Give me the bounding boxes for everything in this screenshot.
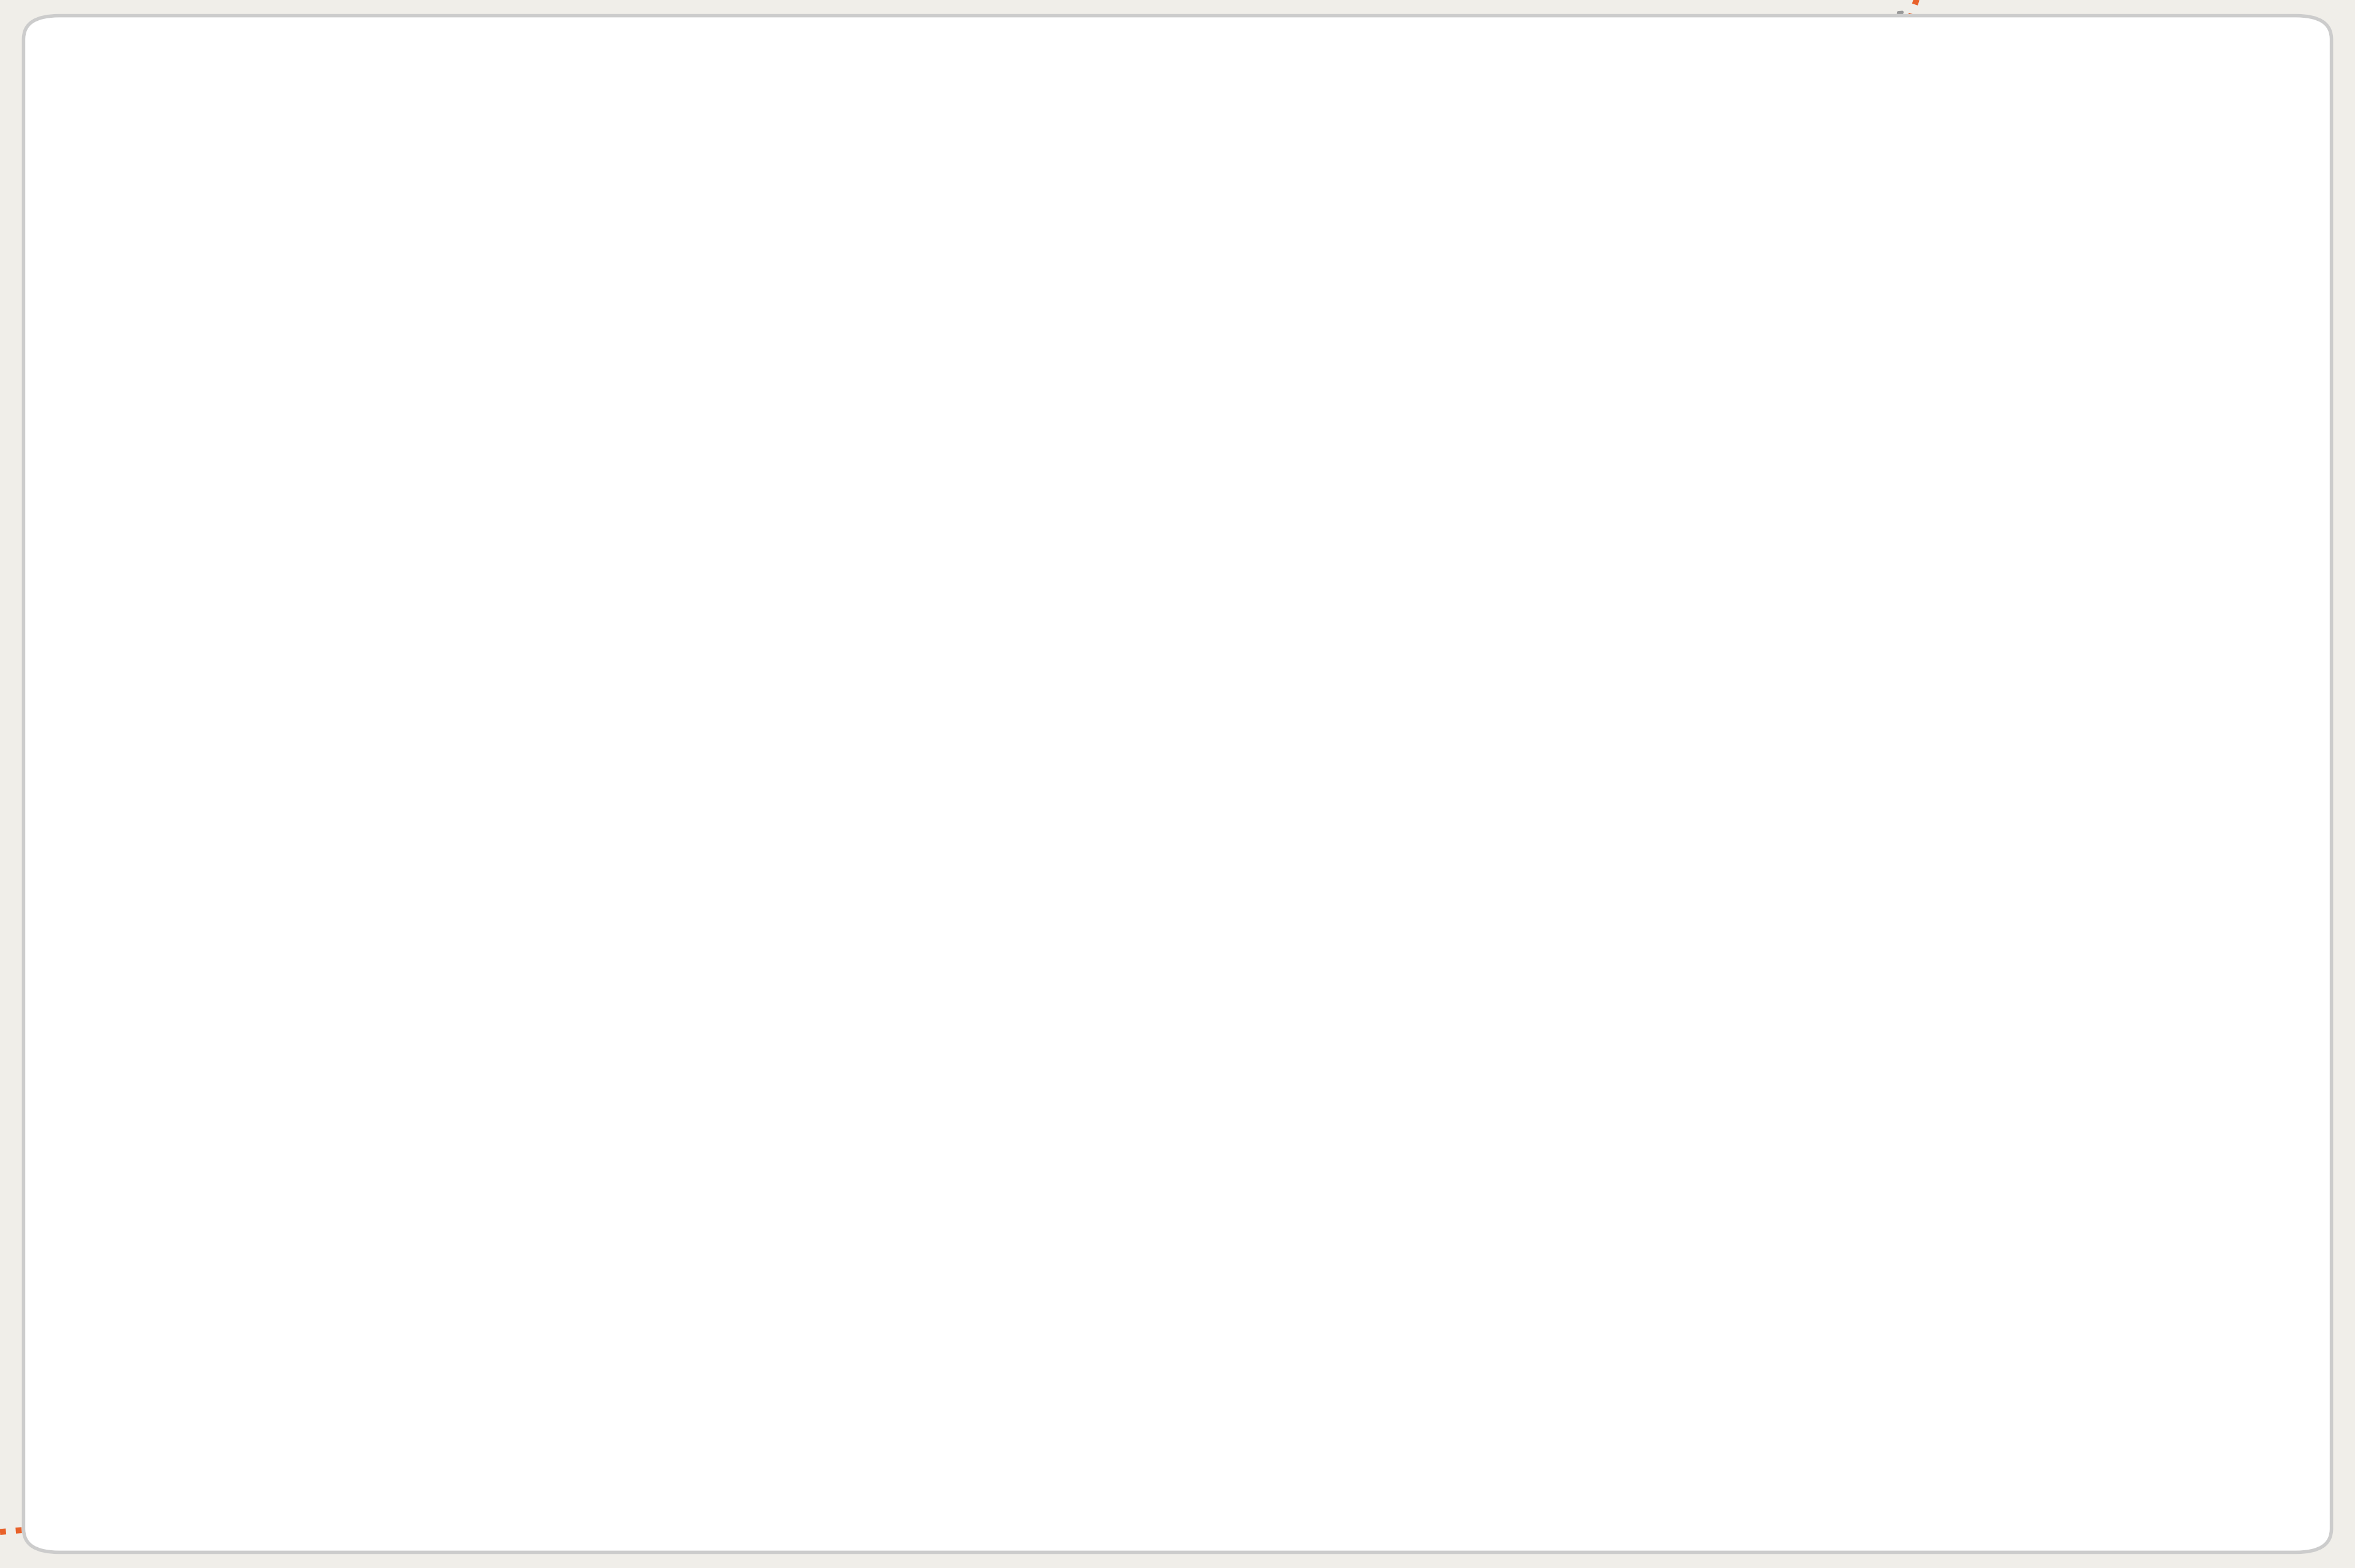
FancyBboxPatch shape	[24, 16, 2331, 1552]
Text: CHARITY B: CHARITY B	[918, 390, 1185, 433]
Text: 1x impact: 1x impact	[59, 880, 445, 947]
Text: IMPACT: IMPACT	[158, 180, 400, 237]
Text: CHARITY C: CHARITY C	[59, 751, 323, 793]
Text: PER: PER	[782, 180, 911, 237]
Text: 100x impact: 100x impact	[1201, 237, 1686, 304]
Text: 10x impact: 10x impact	[918, 527, 1354, 594]
FancyBboxPatch shape	[64, 82, 1114, 561]
Text: DOLLAR: DOLLAR	[158, 433, 393, 489]
Text: CHARITY A: CHARITY A	[1201, 93, 1467, 135]
